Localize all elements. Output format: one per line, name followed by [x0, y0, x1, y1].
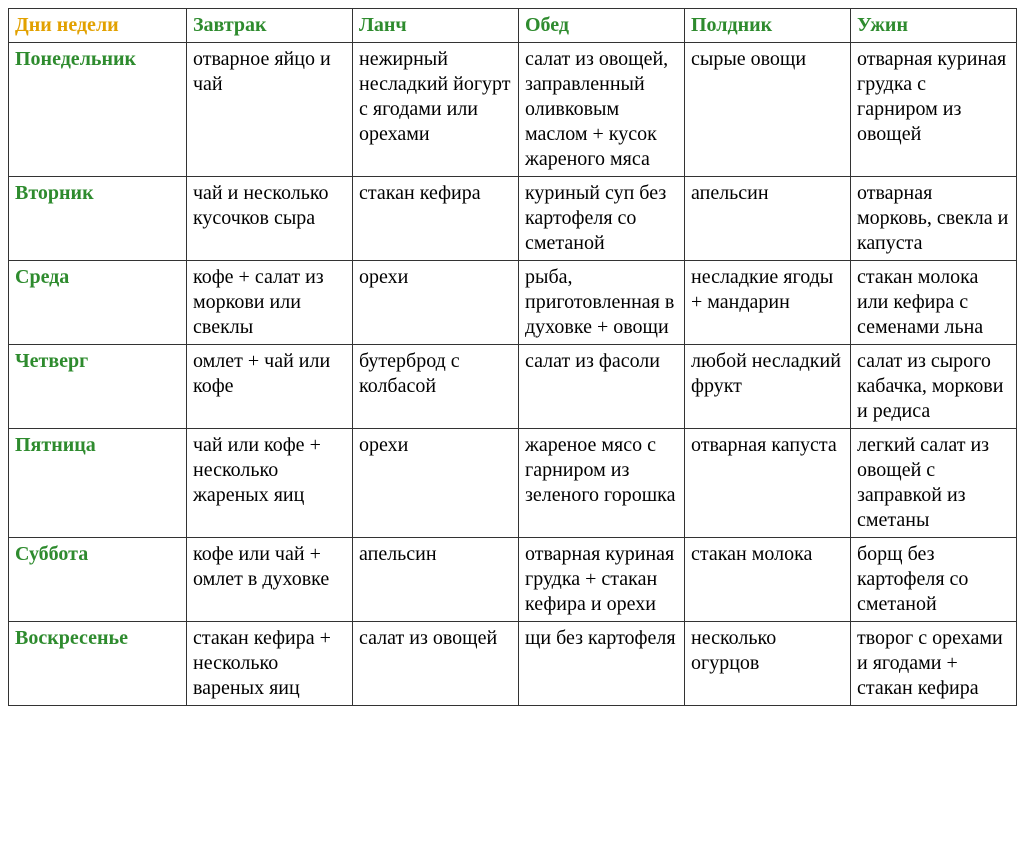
- meal-cell: стакан кефира: [353, 177, 519, 261]
- day-name-cell: Понедельник: [9, 43, 187, 177]
- meal-cell: любой несладкий фрукт: [685, 345, 851, 429]
- day-name-cell: Среда: [9, 261, 187, 345]
- meal-cell: легкий салат из овощей с заправкой из см…: [851, 429, 1017, 538]
- meal-cell: апельсин: [685, 177, 851, 261]
- meal-cell: творог с орехами и ягодами + стакан кефи…: [851, 622, 1017, 706]
- column-header-obed: Обед: [519, 9, 685, 43]
- table-row: Пятница чай или кофе + несколько жареных…: [9, 429, 1017, 538]
- meal-cell: чай и несколько кусочков сыра: [187, 177, 353, 261]
- meal-cell: салат из сырого кабачка, моркови и редис…: [851, 345, 1017, 429]
- meal-cell: отварная куриная грудка с гарниром из ов…: [851, 43, 1017, 177]
- meal-cell: нежирный несладкий йогурт с ягодами или …: [353, 43, 519, 177]
- meal-cell: отварная куриная грудка + стакан кефира …: [519, 538, 685, 622]
- table-row: Четверг омлет + чай или кофе бутерброд с…: [9, 345, 1017, 429]
- column-header-poldnik: Полдник: [685, 9, 851, 43]
- meal-cell: кофе или чай + омлет в духовке: [187, 538, 353, 622]
- column-header-lanch: Ланч: [353, 9, 519, 43]
- day-name-cell: Пятница: [9, 429, 187, 538]
- meal-cell: салат из фасоли: [519, 345, 685, 429]
- table-row: Среда кофе + салат из моркови или свеклы…: [9, 261, 1017, 345]
- meal-cell: орехи: [353, 429, 519, 538]
- table-row: Воскресенье стакан кефира + несколько ва…: [9, 622, 1017, 706]
- table-row: Вторник чай и несколько кусочков сыра ст…: [9, 177, 1017, 261]
- meal-cell: отварная морковь, свекла и капуста: [851, 177, 1017, 261]
- column-header-day: Дни недели: [9, 9, 187, 43]
- meal-cell: жареное мясо с гарниром из зеленого горо…: [519, 429, 685, 538]
- meal-cell: рыба, приготовленная в духовке + овощи: [519, 261, 685, 345]
- day-name-cell: Воскресенье: [9, 622, 187, 706]
- table-header-row: Дни недели Завтрак Ланч Обед Полдник Ужи…: [9, 9, 1017, 43]
- meal-cell: бутерброд с колбасой: [353, 345, 519, 429]
- day-name-cell: Суббота: [9, 538, 187, 622]
- meal-cell: отварная капуста: [685, 429, 851, 538]
- meal-plan-table: Дни недели Завтрак Ланч Обед Полдник Ужи…: [8, 8, 1017, 706]
- meal-cell: несколько огурцов: [685, 622, 851, 706]
- meal-cell: стакан молока: [685, 538, 851, 622]
- table-row: Суббота кофе или чай + омлет в духовке а…: [9, 538, 1017, 622]
- table-body: Понедельник отварное яйцо и чай нежирный…: [9, 43, 1017, 706]
- table-row: Понедельник отварное яйцо и чай нежирный…: [9, 43, 1017, 177]
- meal-cell: куриный суп без картофеля со сметаной: [519, 177, 685, 261]
- meal-cell: орехи: [353, 261, 519, 345]
- meal-cell: борщ без картофеля со сметаной: [851, 538, 1017, 622]
- day-name-cell: Четверг: [9, 345, 187, 429]
- meal-cell: щи без картофеля: [519, 622, 685, 706]
- meal-cell: омлет + чай или кофе: [187, 345, 353, 429]
- meal-cell: несладкие ягоды + мандарин: [685, 261, 851, 345]
- meal-cell: салат из овощей: [353, 622, 519, 706]
- meal-cell: стакан кефира + несколько вареных яиц: [187, 622, 353, 706]
- meal-cell: кофе + салат из моркови или свеклы: [187, 261, 353, 345]
- meal-cell: отварное яйцо и чай: [187, 43, 353, 177]
- column-header-zavtrak: Завтрак: [187, 9, 353, 43]
- meal-cell: апельсин: [353, 538, 519, 622]
- meal-cell: стакан молока или кефира с семенами льна: [851, 261, 1017, 345]
- day-name-cell: Вторник: [9, 177, 187, 261]
- meal-cell: сырые овощи: [685, 43, 851, 177]
- column-header-uzhin: Ужин: [851, 9, 1017, 43]
- meal-cell: салат из овощей, заправленный оливковым …: [519, 43, 685, 177]
- meal-cell: чай или кофе + несколько жареных яиц: [187, 429, 353, 538]
